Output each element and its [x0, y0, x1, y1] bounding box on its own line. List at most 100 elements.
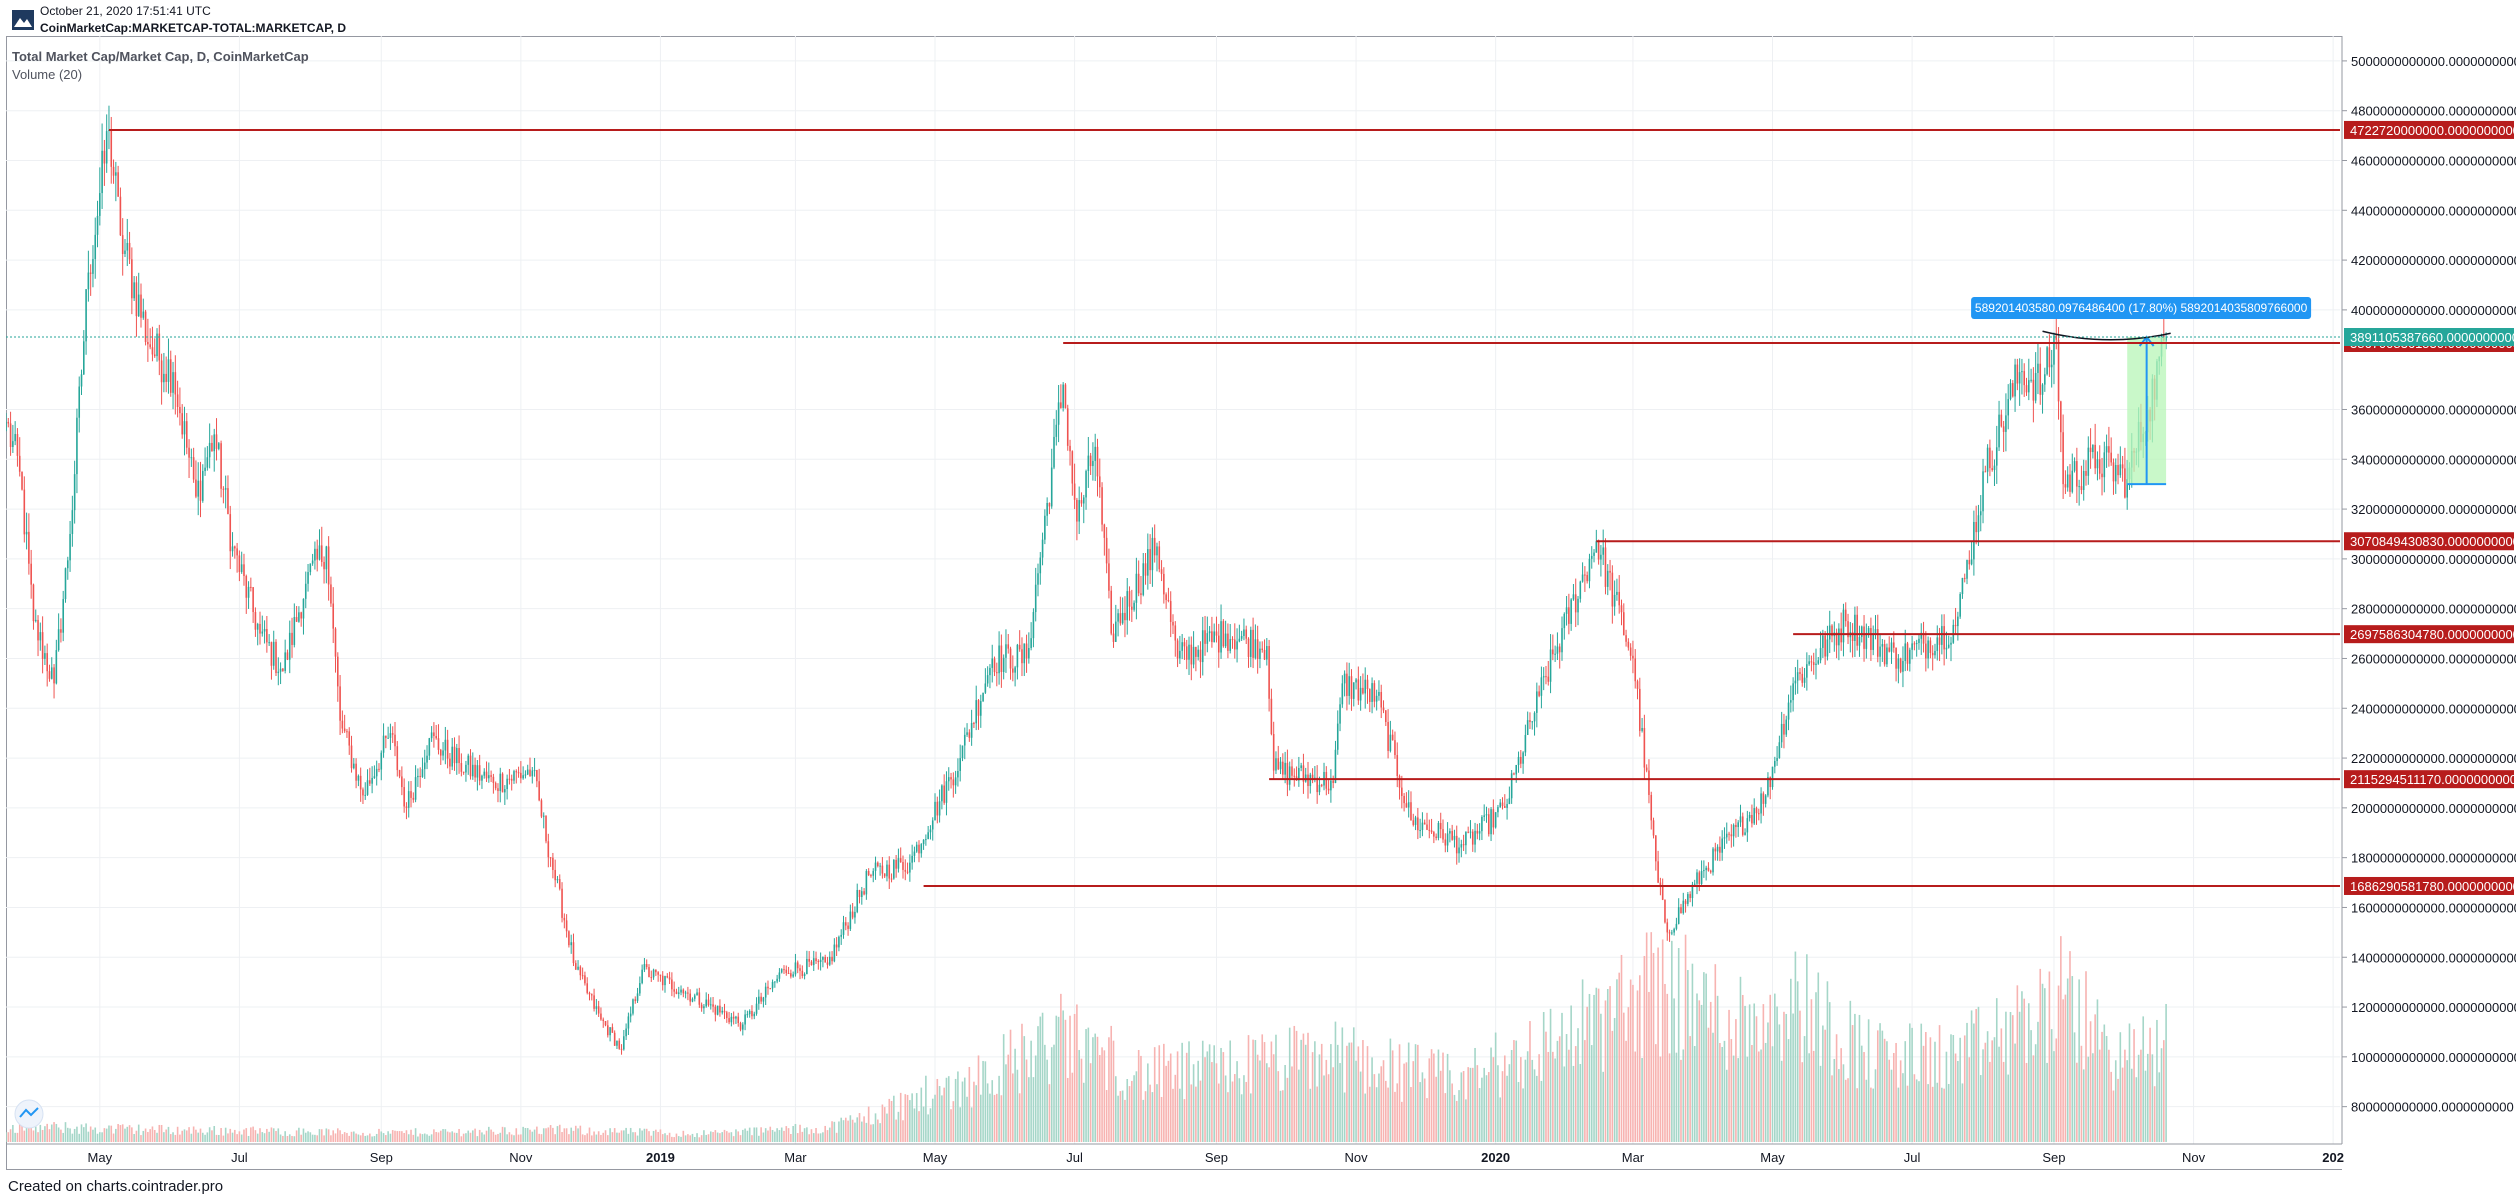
volume-bar — [515, 1128, 518, 1142]
candle-body — [1682, 900, 1685, 914]
candle-body — [799, 968, 801, 971]
price-tick-label: 800000000000.0000000000 — [2351, 1100, 2514, 1115]
volume-bar — [1822, 1025, 1824, 1142]
volume-bar — [856, 1117, 859, 1142]
time-tick-label: 202 — [2322, 1150, 2344, 1165]
volume-bar — [266, 1128, 268, 1142]
volume-bar — [2000, 1028, 2003, 1142]
volume-bar — [1105, 1090, 1108, 1142]
volume-bar — [108, 1125, 110, 1142]
volume-bar — [1874, 1069, 1877, 1142]
candle-body — [863, 891, 865, 895]
candle-body — [627, 1016, 630, 1029]
candle-body — [1961, 577, 1964, 595]
volume-bar — [737, 1131, 740, 1142]
volume-bar — [661, 1134, 664, 1142]
volume-bar — [23, 1130, 26, 1142]
candle-body — [1536, 691, 1538, 713]
candle-body — [1325, 771, 1328, 789]
volume-bar — [64, 1122, 67, 1142]
candle-body — [2057, 339, 2060, 402]
volume-bar — [1899, 1060, 1902, 1142]
candle-body — [1506, 804, 1508, 808]
candle-body — [1405, 803, 1408, 808]
candle-body — [796, 962, 799, 969]
candle-body — [405, 806, 408, 808]
volume-bar — [455, 1132, 458, 1142]
candle-body — [1144, 563, 1147, 576]
volume-bar — [1469, 1067, 1472, 1142]
candle-body — [595, 1006, 598, 1009]
candle-body — [998, 645, 1000, 674]
candle-body — [446, 739, 449, 759]
candle-body — [877, 862, 879, 867]
candle-body — [604, 1021, 607, 1026]
volume-bar — [1570, 1005, 1572, 1142]
candle-body — [1693, 883, 1696, 885]
candle-body — [311, 560, 314, 564]
candle-body — [728, 1018, 730, 1023]
volume-bar — [1778, 1024, 1781, 1142]
level-label: 3070849430830.0000000000 — [2350, 534, 2516, 549]
candle-body — [1391, 734, 1394, 741]
volume-bar — [213, 1126, 216, 1142]
volume-bar — [1149, 1084, 1151, 1142]
candle-body — [39, 632, 42, 641]
candle-body — [625, 1028, 627, 1037]
volume-bar — [1604, 1000, 1607, 1142]
candle-body — [1762, 793, 1765, 804]
volume-bar — [844, 1117, 847, 1142]
candle-body — [860, 891, 863, 897]
candle-body — [1357, 679, 1360, 701]
candle-body — [1501, 802, 1504, 807]
candle-body — [826, 962, 829, 965]
volume-bar — [2062, 999, 2064, 1142]
candle-body — [2027, 380, 2030, 393]
candle-body — [1911, 643, 1913, 650]
volume-bar — [206, 1132, 209, 1142]
volume-bar — [709, 1131, 712, 1142]
candle-body — [339, 686, 341, 721]
candle-body — [188, 447, 190, 458]
candle-body — [1460, 844, 1463, 848]
candle-body — [1760, 793, 1762, 814]
candle-body — [780, 969, 783, 973]
volume-bar — [2101, 1031, 2103, 1142]
volume-bar — [1309, 1088, 1312, 1142]
volume-bar — [309, 1132, 312, 1142]
candle-body — [492, 776, 495, 783]
volume-bar — [16, 1132, 19, 1142]
candle-body — [954, 777, 957, 786]
price-tick-label: 3400000000000.0000000000 — [2351, 452, 2516, 467]
volume-bar — [1680, 1059, 1682, 1142]
volume-bar — [977, 1055, 980, 1142]
candle-body — [1673, 928, 1675, 933]
volume-bar — [785, 1126, 788, 1142]
candle-body — [849, 911, 852, 929]
candle-body — [373, 776, 376, 778]
candle-body — [1165, 594, 1167, 600]
candle-body — [872, 870, 875, 876]
volume-bar — [2046, 1062, 2048, 1142]
volume-bar — [1675, 1052, 1678, 1142]
candle-body — [547, 841, 550, 858]
candle-body — [1490, 809, 1492, 835]
candle-body — [2098, 459, 2101, 474]
volume-bar — [744, 1128, 746, 1142]
candle-body — [1650, 794, 1653, 821]
candle-body — [643, 964, 646, 970]
price-tick-label: 1000000000000.0000000000 — [2351, 1050, 2516, 1065]
volume-bar — [1645, 932, 1648, 1142]
candle-body — [1204, 630, 1206, 644]
candle-body — [1334, 749, 1337, 783]
volume-bar — [444, 1129, 447, 1142]
volume-bar — [286, 1135, 289, 1142]
candle-body — [1812, 662, 1815, 665]
price-chart[interactable]: 589201403580.0976486400 (17.80%) 5892014… — [6, 36, 2516, 1170]
volume-bar — [639, 1128, 641, 1142]
volume-bar — [1034, 1055, 1037, 1142]
volume-bar — [1652, 952, 1655, 1142]
candle-body — [391, 733, 394, 735]
candle-body — [1078, 500, 1080, 522]
candle-body — [62, 599, 65, 633]
